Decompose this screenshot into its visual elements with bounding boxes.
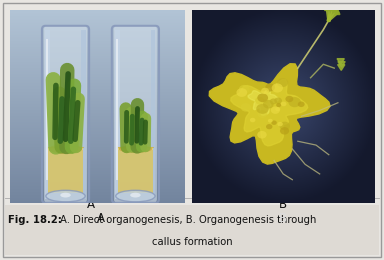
Polygon shape bbox=[324, 4, 330, 10]
Ellipse shape bbox=[274, 98, 282, 104]
Ellipse shape bbox=[271, 107, 280, 114]
FancyBboxPatch shape bbox=[114, 26, 157, 203]
Ellipse shape bbox=[49, 144, 82, 154]
Polygon shape bbox=[332, 5, 337, 12]
Ellipse shape bbox=[60, 193, 71, 198]
Ellipse shape bbox=[256, 104, 269, 114]
Polygon shape bbox=[337, 59, 344, 64]
Polygon shape bbox=[248, 88, 279, 115]
Bar bbox=[46, 39, 48, 180]
Ellipse shape bbox=[285, 96, 293, 102]
Ellipse shape bbox=[263, 100, 274, 108]
Polygon shape bbox=[338, 65, 345, 70]
Ellipse shape bbox=[277, 122, 283, 126]
Ellipse shape bbox=[265, 83, 275, 92]
Polygon shape bbox=[209, 64, 330, 164]
Ellipse shape bbox=[263, 99, 268, 103]
Ellipse shape bbox=[237, 88, 247, 97]
Bar bbox=[81, 30, 86, 199]
Bar bbox=[118, 147, 153, 193]
Ellipse shape bbox=[298, 101, 305, 107]
Text: A: A bbox=[87, 198, 95, 211]
Bar bbox=[48, 147, 83, 150]
Polygon shape bbox=[231, 80, 308, 146]
Ellipse shape bbox=[255, 97, 264, 105]
Text: callus formation: callus formation bbox=[152, 237, 232, 247]
Polygon shape bbox=[328, 4, 334, 11]
Ellipse shape bbox=[268, 119, 273, 123]
Ellipse shape bbox=[277, 78, 288, 87]
Text: A: A bbox=[96, 212, 104, 225]
Bar bbox=[115, 30, 120, 199]
Bar bbox=[45, 30, 50, 199]
Ellipse shape bbox=[276, 103, 281, 107]
Ellipse shape bbox=[257, 131, 267, 139]
Text: B: B bbox=[279, 212, 287, 225]
Text: B: B bbox=[279, 198, 287, 211]
Polygon shape bbox=[334, 8, 340, 15]
Polygon shape bbox=[338, 62, 345, 67]
Bar bbox=[151, 30, 156, 199]
Ellipse shape bbox=[258, 110, 267, 118]
Ellipse shape bbox=[116, 190, 155, 202]
Ellipse shape bbox=[46, 190, 85, 202]
Bar bbox=[116, 39, 118, 180]
Ellipse shape bbox=[280, 122, 290, 130]
Ellipse shape bbox=[241, 103, 251, 112]
Ellipse shape bbox=[239, 85, 250, 94]
Ellipse shape bbox=[271, 83, 283, 93]
Text: A. Direct organogenesis, B. Organogenesis through: A. Direct organogenesis, B. Organogenesi… bbox=[60, 215, 316, 225]
Bar bbox=[5, 205, 379, 255]
Ellipse shape bbox=[257, 93, 268, 102]
Bar bbox=[48, 147, 83, 193]
Ellipse shape bbox=[250, 118, 255, 122]
Ellipse shape bbox=[280, 127, 289, 135]
Ellipse shape bbox=[119, 145, 152, 153]
Ellipse shape bbox=[270, 99, 277, 104]
Ellipse shape bbox=[261, 88, 269, 94]
Ellipse shape bbox=[288, 97, 301, 107]
Text: Fig. 18.2:: Fig. 18.2: bbox=[8, 215, 62, 225]
FancyBboxPatch shape bbox=[44, 26, 87, 203]
Ellipse shape bbox=[130, 193, 141, 198]
Ellipse shape bbox=[271, 120, 277, 125]
Ellipse shape bbox=[266, 124, 273, 129]
Ellipse shape bbox=[281, 102, 286, 106]
Ellipse shape bbox=[275, 107, 280, 111]
Bar bbox=[118, 147, 153, 150]
